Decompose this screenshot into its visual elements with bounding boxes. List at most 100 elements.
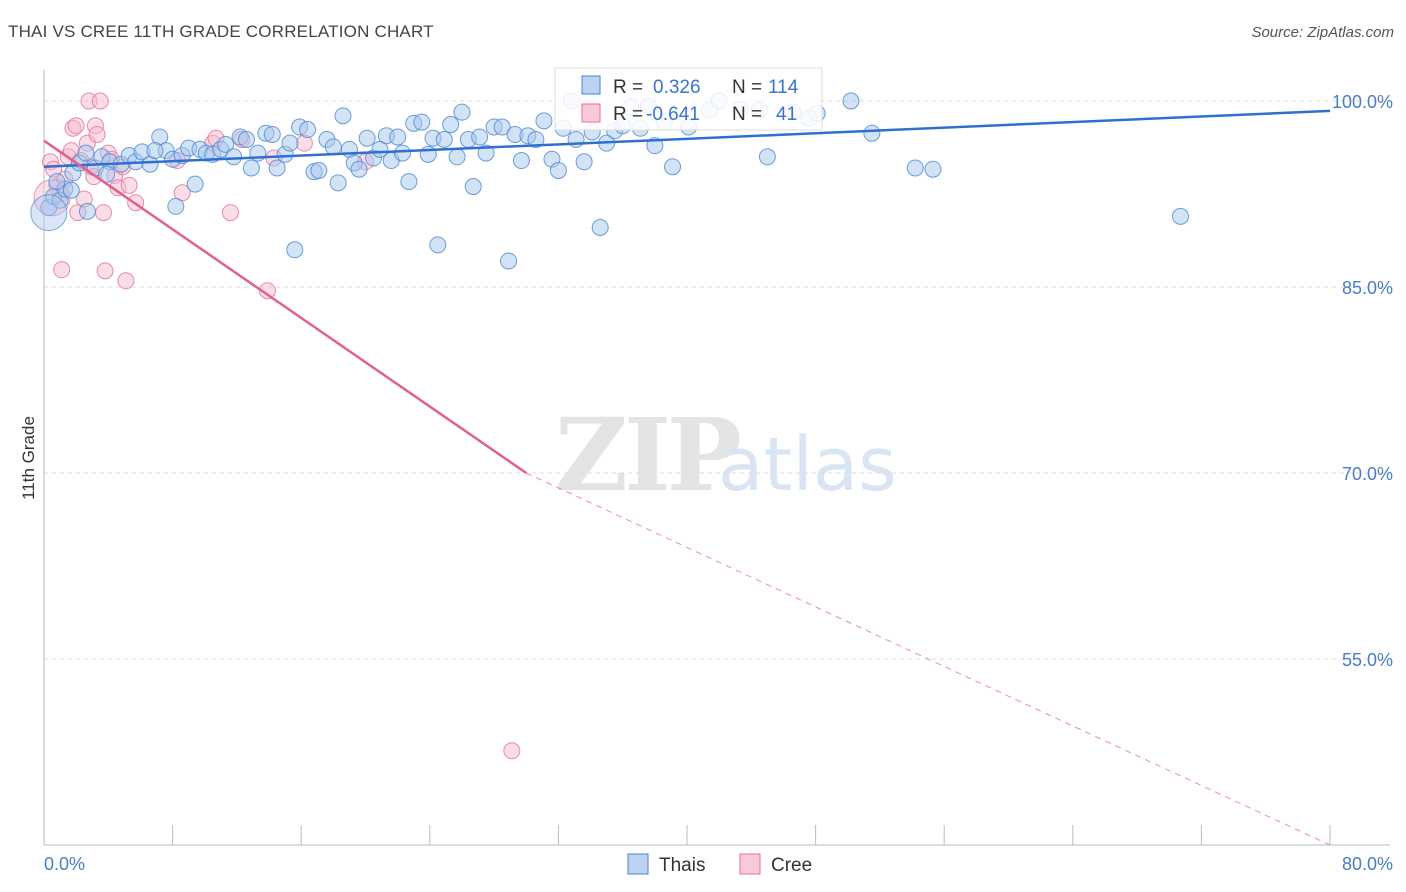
thai-point	[591, 218, 609, 236]
thai-point	[242, 159, 260, 177]
cree-swatch	[581, 103, 601, 123]
thai-point	[549, 161, 567, 179]
thai-point	[924, 160, 942, 178]
cree-r-value: -0.641	[646, 104, 700, 125]
cree-point	[117, 272, 135, 290]
thai-r-value: 0.326	[653, 77, 701, 98]
thai-point	[186, 175, 204, 193]
thai-point	[263, 125, 281, 143]
thai-point	[471, 128, 489, 146]
cree-point	[91, 92, 109, 110]
thai-point	[286, 241, 304, 259]
cree-point	[258, 282, 276, 300]
y-tick-label-0: 100.0%	[1332, 92, 1393, 112]
thai-trend-line	[43, 109, 1331, 168]
thai-point	[464, 178, 482, 196]
watermark-zip: ZIP	[555, 396, 740, 514]
y-axis-label: 11th Grade	[19, 416, 38, 500]
thai-point	[350, 160, 368, 178]
y-tick-labels: 100.0% 85.0% 70.0% 55.0%	[1332, 92, 1393, 670]
thai-point	[62, 181, 80, 199]
thai-point	[393, 144, 411, 162]
cree-n-label: N =	[732, 104, 762, 125]
axes	[43, 70, 1390, 846]
thai-point	[906, 159, 924, 177]
thai-point	[268, 159, 286, 177]
thai-point	[334, 107, 352, 125]
thai-point	[329, 174, 347, 192]
thai-point	[512, 152, 530, 170]
cree-point	[96, 262, 114, 280]
watermark: ZIP atlas	[555, 396, 897, 514]
thai-point	[535, 112, 553, 130]
thai-point	[225, 148, 243, 166]
trend-lines	[43, 109, 1331, 846]
watermark-atlas: atlas	[718, 422, 897, 508]
thai-r-label: R =	[613, 77, 643, 98]
thai-point	[527, 130, 545, 148]
thai-point	[400, 173, 418, 191]
legend-thais-label: Thais	[659, 855, 705, 876]
thai-point	[358, 129, 376, 147]
source-credit: Source: ZipAtlas.com	[1251, 24, 1394, 41]
thai-point	[146, 142, 164, 160]
thai-point	[646, 137, 664, 155]
thai-point	[863, 124, 881, 142]
x-tick-label-1: 80.0%	[1342, 854, 1393, 874]
y-tick-label-2: 70.0%	[1342, 464, 1393, 484]
thai-swatch	[581, 75, 601, 95]
thai-point	[77, 144, 95, 162]
stats-legend: R = 0.326 N = 114 R = -0.641 N = 41	[554, 67, 823, 131]
thai-point	[664, 158, 682, 176]
thai-point	[324, 138, 342, 156]
series-legend: Thais Cree	[627, 853, 812, 876]
thai-point	[1172, 207, 1190, 225]
cree-point	[53, 261, 71, 279]
thai-point	[310, 161, 328, 179]
cree-point	[221, 204, 239, 222]
thai-point	[429, 236, 447, 254]
x-tick-label-0: 0.0%	[44, 854, 85, 874]
thai-point	[842, 92, 860, 110]
thai-point	[453, 103, 471, 121]
thai-point	[442, 116, 460, 134]
cree-r-label: R =	[613, 104, 643, 125]
thai-point	[217, 135, 235, 153]
thai-point	[575, 153, 593, 171]
thai-point	[493, 118, 511, 136]
legend-cree-swatch	[739, 853, 761, 875]
cree-trend-line	[43, 139, 527, 475]
thai-point	[389, 128, 407, 146]
thai-point	[448, 148, 466, 166]
thai-point	[500, 252, 518, 270]
thai-point	[78, 202, 96, 220]
thai-point	[281, 134, 299, 152]
thai-point	[413, 113, 431, 131]
y-tick-label-1: 85.0%	[1342, 278, 1393, 298]
thai-n-value: 114	[768, 77, 799, 98]
cree-point	[94, 204, 112, 222]
gridlines	[44, 100, 1390, 660]
cree-n-value: 41	[776, 104, 797, 125]
thai-n-label: N =	[732, 77, 762, 98]
x-tick-labels: 0.0% 80.0%	[44, 854, 1393, 874]
cree-point	[503, 742, 521, 760]
y-tick-label-3: 55.0%	[1342, 650, 1393, 670]
legend-cree-label: Cree	[771, 855, 812, 876]
thai-point	[48, 173, 66, 191]
chart-title: THAI VS CREE 11TH GRADE CORRELATION CHAR…	[8, 22, 434, 41]
thai-point	[758, 148, 776, 166]
cree-point	[88, 125, 106, 143]
legend-thais-swatch	[627, 853, 649, 875]
cree-point	[67, 117, 85, 135]
cree-trend-extension	[526, 472, 1331, 846]
thai-point	[238, 130, 256, 148]
cree-point	[120, 176, 138, 194]
thai-point	[98, 165, 116, 183]
thai-point	[299, 121, 317, 139]
thai-point	[435, 130, 453, 148]
thai-cluster-point	[30, 194, 68, 232]
thai-point	[477, 144, 495, 162]
thai-point	[167, 197, 185, 215]
